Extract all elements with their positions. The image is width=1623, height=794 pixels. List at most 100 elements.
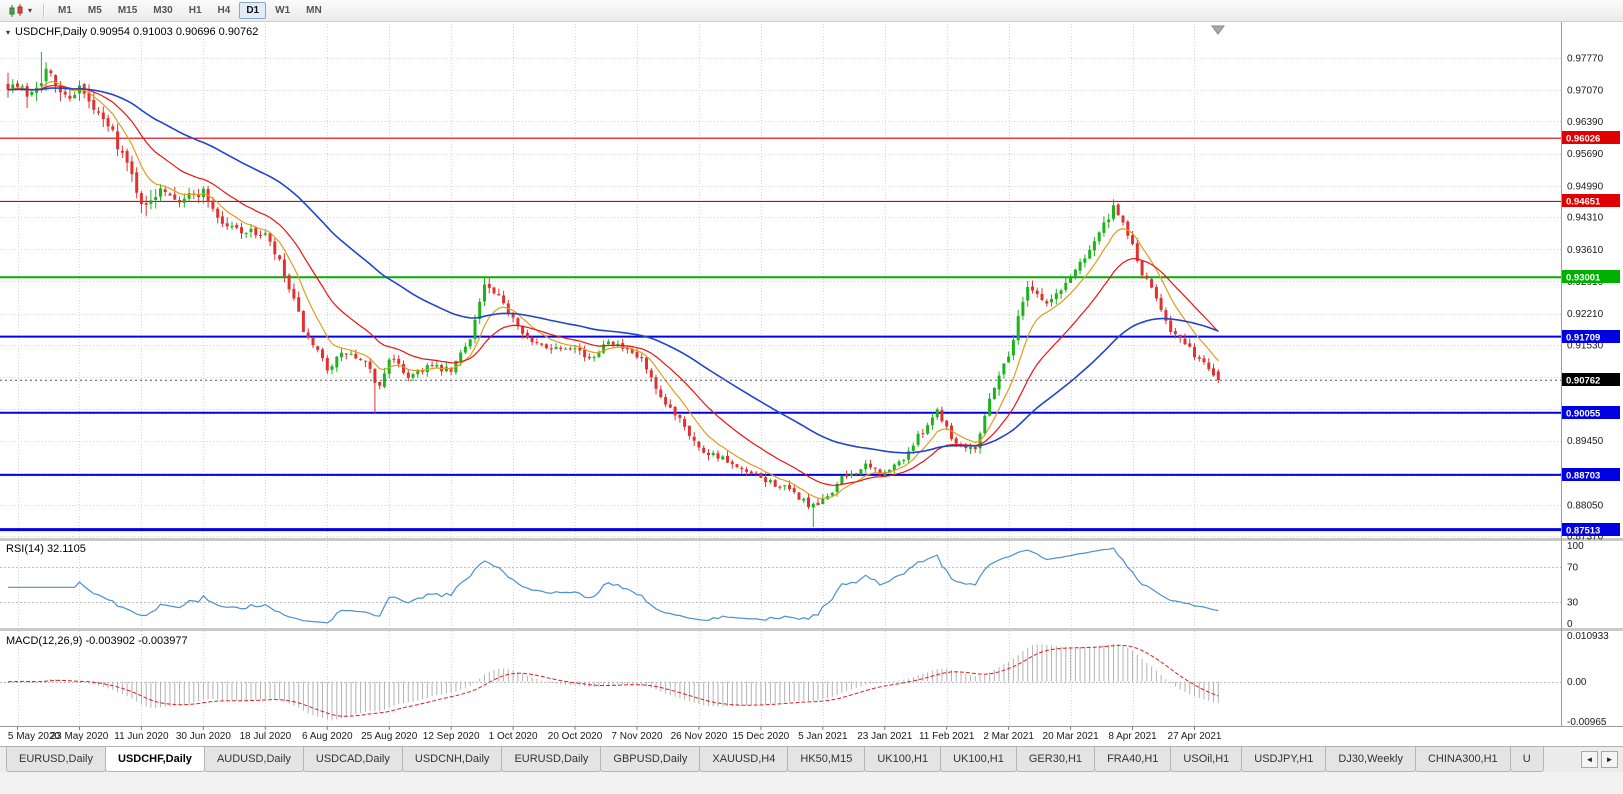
chart-tab-xauusd-h4[interactable]: XAUUSD,H4 xyxy=(699,747,789,772)
svg-text:0.93001: 0.93001 xyxy=(1566,273,1601,284)
svg-text:0.97770: 0.97770 xyxy=(1567,54,1604,65)
svg-text:100: 100 xyxy=(1567,541,1584,552)
svg-text:0.90762: 0.90762 xyxy=(1566,376,1600,387)
chevron-down-icon: ▾ xyxy=(28,6,33,15)
chart-type-button[interactable]: ▾ xyxy=(4,3,36,19)
timeframe-button-d1[interactable]: D1 xyxy=(239,2,267,19)
macd-histogram xyxy=(7,643,1219,721)
timeframe-button-m15[interactable]: M15 xyxy=(117,5,138,16)
tab-scroll-right-button[interactable]: ► xyxy=(1601,751,1618,768)
svg-text:5 Jan 2021: 5 Jan 2021 xyxy=(798,731,848,742)
svg-text:0.91709: 0.91709 xyxy=(1566,333,1600,344)
tab-scroll-controls: ◄ ► xyxy=(1573,747,1623,772)
svg-text:0.96026: 0.96026 xyxy=(1566,134,1600,145)
svg-text:8 Apr 2021: 8 Apr 2021 xyxy=(1108,731,1157,742)
chart-tab-usdjpy-h1[interactable]: USDJPY,H1 xyxy=(1241,747,1327,772)
chart-tab-usdcnh-daily[interactable]: USDCNH,Daily xyxy=(401,747,503,772)
candlestick-chart-icon xyxy=(9,3,23,17)
timeframe-toolbar: ▾ M1 M5 M15 M30 H1 H4 D1 W1 MN xyxy=(0,0,1623,22)
svg-text:26 Nov 2020: 26 Nov 2020 xyxy=(671,731,728,742)
svg-text:0.91530: 0.91530 xyxy=(1567,340,1604,351)
horizontal-price-lines[interactable] xyxy=(0,137,1561,532)
chart-tab-ger30-h1[interactable]: GER30,H1 xyxy=(1015,747,1096,772)
chart-tabs-bar: EURUSD,Daily USDCHF,Daily AUDUSD,Daily USDC… xyxy=(0,746,1623,772)
chart-tab-eurusd-daily[interactable]: EURUSD,Daily xyxy=(501,747,602,772)
chart-window: 0.97770 0.97070 0.96390 0.95690 0.94990 0.943… xyxy=(0,22,1623,746)
svg-text:-0.00965: -0.00965 xyxy=(1567,717,1607,728)
svg-text:1 Oct 2020: 1 Oct 2020 xyxy=(489,731,538,742)
svg-text:0.88703: 0.88703 xyxy=(1566,471,1600,482)
chart-tabs: EURUSD,Daily USDCHF,Daily AUDUSD,Daily USDC… xyxy=(6,747,1544,772)
svg-text:0.87370: 0.87370 xyxy=(1567,532,1604,543)
panel-separator[interactable] xyxy=(0,538,1623,541)
svg-text:11 Jun 2020: 11 Jun 2020 xyxy=(114,731,169,742)
candlesticks xyxy=(6,52,1220,527)
svg-text:0.93610: 0.93610 xyxy=(1567,245,1604,256)
svg-text:11 Feb 2021: 11 Feb 2021 xyxy=(919,731,975,742)
chart-tab-u[interactable]: U xyxy=(1509,747,1544,772)
chart-tab-usdchf-daily[interactable]: USDCHF,Daily xyxy=(104,747,205,772)
timeframe-button-m5[interactable]: M5 xyxy=(87,5,102,16)
chart-tab-dj30-weekly[interactable]: DJ30,Weekly xyxy=(1325,747,1416,772)
timeframe-button-h1[interactable]: H1 xyxy=(188,5,202,16)
svg-text:30 Jun 2020: 30 Jun 2020 xyxy=(176,731,231,742)
chart-tab-fra40-h1[interactable]: FRA40,H1 xyxy=(1094,747,1172,772)
bull-candles xyxy=(11,68,1115,508)
chart-tab-hk50-m15[interactable]: HK50,M15 xyxy=(787,747,866,772)
svg-text:6 Aug 2020: 6 Aug 2020 xyxy=(302,731,353,742)
svg-text:20 Oct 2020: 20 Oct 2020 xyxy=(548,731,603,742)
svg-text:25 Aug 2020: 25 Aug 2020 xyxy=(361,731,418,742)
timeframe-button-mn[interactable]: MN xyxy=(306,5,322,16)
svg-text:7 Nov 2020: 7 Nov 2020 xyxy=(611,731,663,742)
svg-text:12 Sep 2020: 12 Sep 2020 xyxy=(423,731,480,742)
svg-text:0.96390: 0.96390 xyxy=(1567,117,1604,128)
svg-text:27 Apr 2021: 27 Apr 2021 xyxy=(1168,731,1222,742)
chart-tab-china300-h1[interactable]: CHINA300,H1 xyxy=(1414,747,1511,772)
moving-average-8 xyxy=(7,80,1219,499)
chart-tab-audusd-daily[interactable]: AUDUSD,Daily xyxy=(203,747,304,772)
svg-text:0: 0 xyxy=(1567,619,1573,630)
svg-text:0.95690: 0.95690 xyxy=(1567,149,1604,160)
chart-tab-uk100-h1[interactable]: UK100,H1 xyxy=(940,747,1017,772)
rsi-line xyxy=(8,547,1219,624)
svg-text:5 May 2020: 5 May 2020 xyxy=(8,731,61,742)
chart-canvas[interactable]: 0.97770 0.97070 0.96390 0.95690 0.94990 0.943… xyxy=(0,22,1623,746)
svg-text:0.90055: 0.90055 xyxy=(1566,409,1601,420)
panel-separator[interactable] xyxy=(0,628,1623,631)
moving-average-20 xyxy=(7,85,1219,486)
svg-text:18 Jul 2020: 18 Jul 2020 xyxy=(239,731,291,742)
moving-average-55 xyxy=(7,87,1219,454)
toolbar-separator xyxy=(43,3,45,18)
svg-text:70: 70 xyxy=(1567,563,1579,574)
timeframe-button-h4[interactable]: H4 xyxy=(217,5,231,16)
svg-text:23 May 2020: 23 May 2020 xyxy=(51,731,109,742)
svg-text:0.94990: 0.94990 xyxy=(1567,181,1604,192)
timeframe-button-m1[interactable]: M1 xyxy=(58,5,72,16)
chart-tab-eurusd-daily[interactable]: EURUSD,Daily xyxy=(6,747,106,772)
chart-tab-uk100-h1[interactable]: UK100,H1 xyxy=(864,747,942,772)
timeframe-button-m30[interactable]: M30 xyxy=(153,5,173,16)
chart-tab-usdcad-daily[interactable]: USDCAD,Daily xyxy=(302,747,403,772)
svg-text:0.87513: 0.87513 xyxy=(1566,526,1600,537)
grid xyxy=(0,24,1561,726)
svg-text:0.94310: 0.94310 xyxy=(1567,213,1604,224)
svg-text:0.00: 0.00 xyxy=(1567,677,1587,688)
timeframe-buttons: M1 M5 M15 M30 H1 H4 D1 W1 MN xyxy=(51,2,329,19)
macd-signal-line xyxy=(7,644,1219,717)
axis-price-badges: 0.96026 0.94651 0.93001 0.91709 0.90055 0.887… xyxy=(1562,131,1620,537)
svg-text:30: 30 xyxy=(1567,597,1579,608)
chart-tab-usoil-h1[interactable]: USOil,H1 xyxy=(1170,747,1243,772)
chart-shift-marker[interactable] xyxy=(1211,25,1225,35)
svg-text:0.94651: 0.94651 xyxy=(1566,197,1601,208)
timeframe-button-w1[interactable]: W1 xyxy=(275,5,291,16)
svg-text:0.010933: 0.010933 xyxy=(1567,631,1609,642)
chart-tab-gbpusd-daily[interactable]: GBPUSD,Daily xyxy=(600,747,701,772)
svg-text:20 Mar 2021: 20 Mar 2021 xyxy=(1043,731,1100,742)
svg-text:0.92210: 0.92210 xyxy=(1567,309,1604,320)
svg-text:0.97070: 0.97070 xyxy=(1567,86,1604,97)
svg-text:2 Mar 2021: 2 Mar 2021 xyxy=(983,731,1034,742)
tab-scroll-left-button[interactable]: ◄ xyxy=(1581,751,1598,768)
window-bottom-strip xyxy=(0,772,1623,794)
